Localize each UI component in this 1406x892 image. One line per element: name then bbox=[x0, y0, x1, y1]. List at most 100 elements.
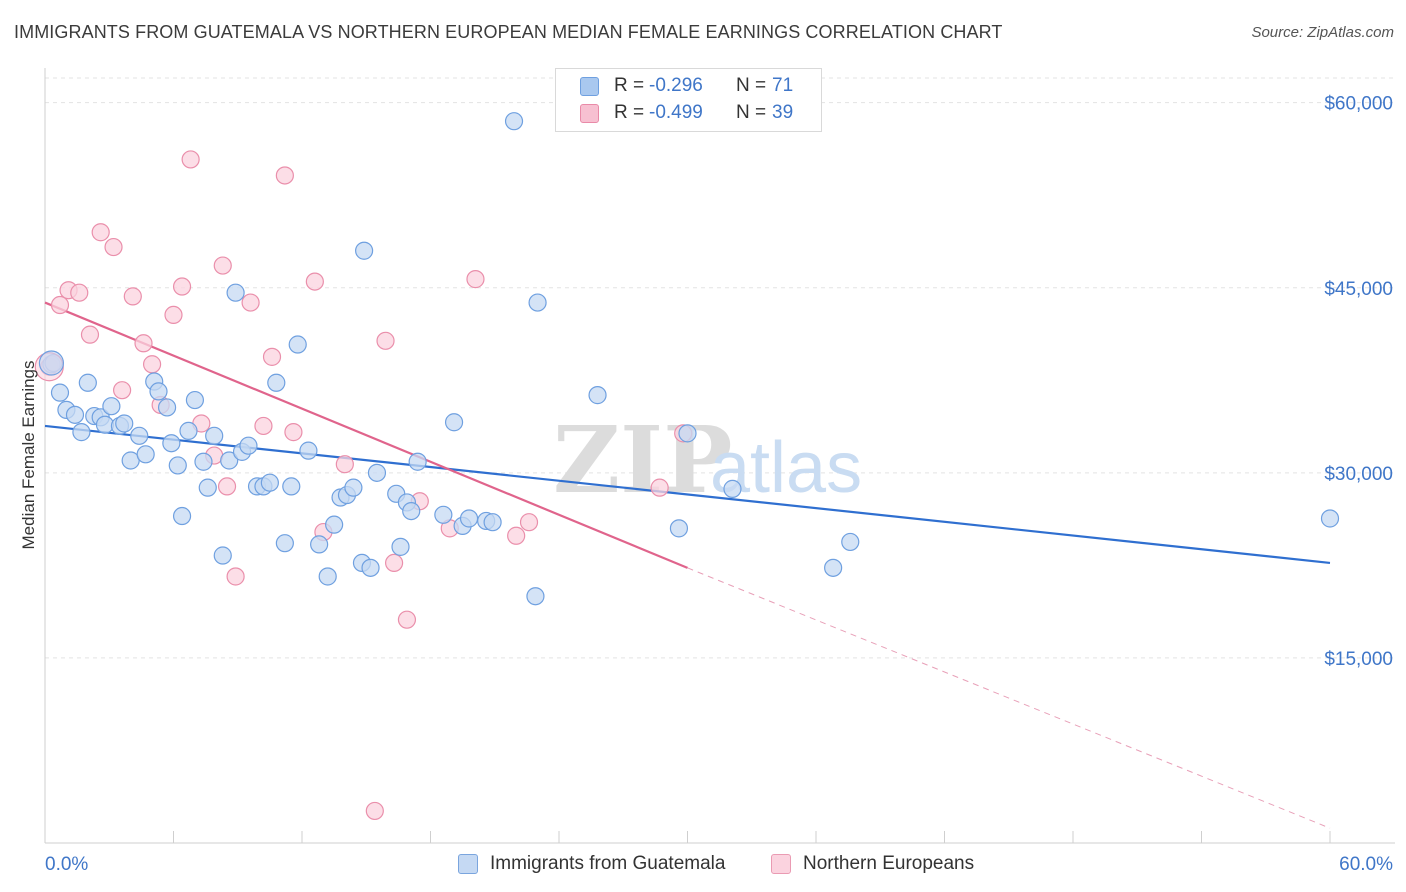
legend-label-northern: Northern Europeans bbox=[803, 853, 975, 874]
point-guatemala bbox=[282, 477, 301, 496]
point-guatemala bbox=[528, 293, 547, 312]
point-guatemala bbox=[408, 452, 427, 471]
point-northern bbox=[142, 355, 162, 374]
point-guatemala bbox=[226, 283, 245, 302]
point-guatemala bbox=[172, 506, 192, 526]
point-northern bbox=[384, 553, 404, 573]
x-tick-label-min: 0.0% bbox=[45, 854, 88, 875]
chart-title: IMMIGRANTS FROM GUATEMALA VS NORTHERN EU… bbox=[14, 22, 1003, 42]
data-points bbox=[34, 112, 1340, 821]
point-guatemala bbox=[504, 112, 524, 131]
stats-r-label: R = bbox=[614, 102, 645, 123]
point-northern bbox=[91, 223, 110, 242]
tick-labels: $15,000 $30,000 $45,000 $60,000 0.0% 60.0% bbox=[45, 94, 1393, 875]
point-guatemala bbox=[198, 478, 217, 497]
point-guatemala bbox=[136, 445, 155, 464]
point-northern bbox=[284, 423, 303, 442]
point-guatemala bbox=[678, 424, 697, 443]
point-guatemala bbox=[115, 414, 134, 433]
stats-n-value: 39 bbox=[772, 102, 794, 123]
point-guatemala bbox=[185, 390, 205, 410]
point-guatemala bbox=[459, 509, 479, 528]
stats-n-value: 71 bbox=[772, 75, 794, 96]
point-northern bbox=[226, 567, 245, 586]
point-guatemala bbox=[267, 373, 286, 392]
legend-label-guatemala: Immigrants from Guatemala bbox=[490, 853, 726, 874]
point-guatemala bbox=[434, 505, 453, 524]
point-guatemala bbox=[310, 535, 329, 554]
point-guatemala bbox=[72, 423, 91, 442]
point-guatemala bbox=[179, 421, 198, 440]
point-guatemala bbox=[50, 383, 70, 402]
point-cluster-guatemala bbox=[38, 350, 65, 376]
point-northern bbox=[50, 295, 70, 315]
point-guatemala bbox=[213, 546, 232, 565]
point-guatemala bbox=[367, 463, 387, 482]
point-northern bbox=[213, 256, 232, 275]
stats-box: R = -0.296 N = 71 R = -0.499 N = 39 bbox=[555, 68, 822, 132]
point-northern bbox=[181, 150, 200, 169]
trend-line-northern-extension bbox=[687, 567, 1331, 829]
point-guatemala bbox=[325, 515, 344, 534]
point-guatemala bbox=[824, 558, 843, 577]
point-northern bbox=[397, 610, 417, 629]
point-guatemala bbox=[444, 413, 464, 432]
trend-lines bbox=[44, 301, 1331, 829]
point-guatemala bbox=[288, 335, 307, 354]
point-guatemala bbox=[275, 534, 294, 553]
watermark-zip: ZIP bbox=[553, 406, 732, 514]
point-northern bbox=[70, 283, 89, 302]
point-guatemala bbox=[78, 373, 97, 392]
point-guatemala bbox=[526, 587, 545, 606]
source-label: Source: ZipAtlas.com bbox=[1251, 24, 1394, 41]
point-guatemala bbox=[402, 501, 421, 521]
x-tick-label-max: 60.0% bbox=[1339, 854, 1393, 875]
point-guatemala bbox=[102, 397, 121, 416]
trend-line-guatemala bbox=[44, 424, 1331, 565]
point-guatemala bbox=[361, 558, 380, 577]
point-guatemala bbox=[1320, 509, 1340, 528]
point-guatemala bbox=[483, 513, 502, 532]
point-guatemala bbox=[168, 456, 187, 475]
point-northern bbox=[305, 272, 324, 291]
point-guatemala bbox=[157, 398, 177, 417]
point-guatemala bbox=[65, 405, 85, 424]
point-northern bbox=[275, 166, 294, 185]
y-tick-label: $60,000 bbox=[1324, 94, 1393, 115]
legend-swatch-northern bbox=[771, 854, 791, 874]
point-northern bbox=[104, 237, 123, 257]
y-axis-label: Median Female Earnings bbox=[19, 361, 38, 550]
point-guatemala bbox=[355, 241, 374, 260]
point-northern bbox=[241, 293, 260, 312]
point-northern bbox=[80, 325, 100, 344]
point-northern bbox=[650, 478, 669, 497]
point-guatemala bbox=[220, 451, 239, 470]
stats-r-label: R = bbox=[614, 75, 645, 96]
point-guatemala bbox=[723, 479, 742, 498]
point-guatemala bbox=[841, 532, 860, 552]
point-guatemala bbox=[130, 426, 149, 445]
point-northern bbox=[164, 305, 183, 325]
point-northern bbox=[112, 381, 132, 400]
point-northern bbox=[262, 347, 282, 366]
point-guatemala bbox=[344, 478, 363, 497]
point-guatemala bbox=[162, 434, 181, 453]
point-northern bbox=[217, 477, 237, 496]
stats-swatch-guatemala bbox=[580, 77, 599, 96]
point-guatemala bbox=[149, 382, 168, 401]
point-northern bbox=[254, 416, 273, 436]
point-northern bbox=[466, 270, 485, 289]
stats-n-label: N = bbox=[736, 102, 767, 123]
point-guatemala bbox=[239, 436, 258, 455]
point-northern bbox=[519, 513, 539, 532]
point-guatemala bbox=[194, 452, 213, 471]
axes bbox=[44, 68, 1395, 844]
point-northern bbox=[507, 526, 526, 545]
y-tick-label: $45,000 bbox=[1324, 279, 1393, 300]
point-guatemala bbox=[669, 519, 689, 538]
point-guatemala bbox=[95, 415, 115, 434]
legend-swatch-guatemala bbox=[458, 854, 478, 874]
point-northern bbox=[134, 334, 153, 353]
trend-line-northern bbox=[44, 301, 688, 569]
